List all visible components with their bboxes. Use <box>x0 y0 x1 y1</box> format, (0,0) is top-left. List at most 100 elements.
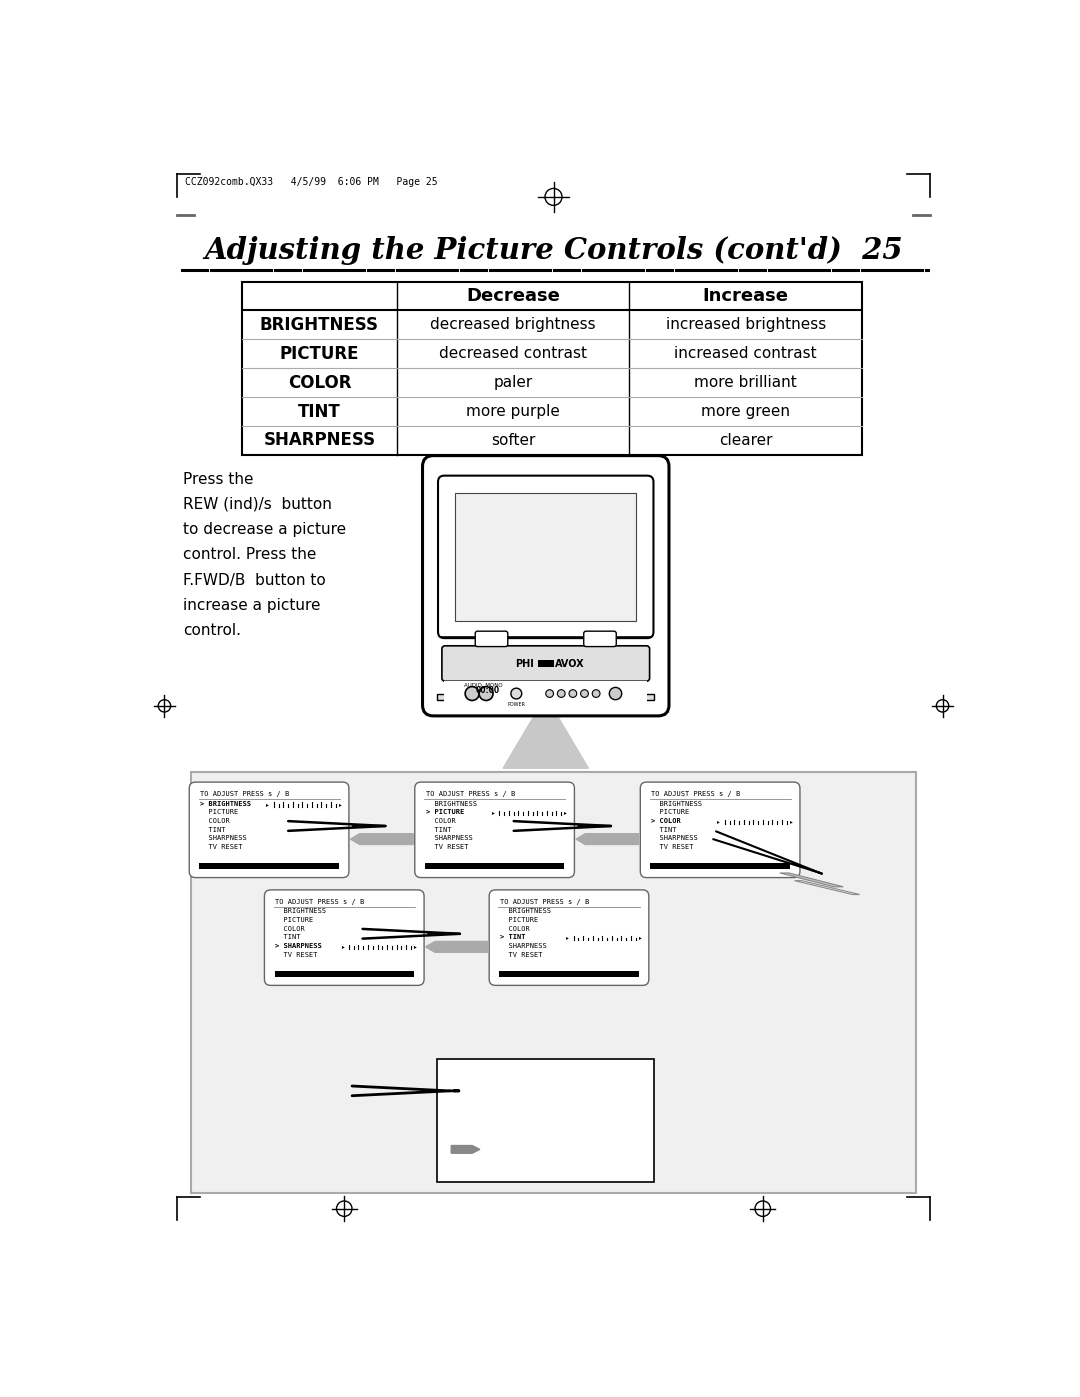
Text: TO ADJUST PRESS s / B: TO ADJUST PRESS s / B <box>426 791 515 798</box>
Text: TV RESET: TV RESET <box>275 951 318 957</box>
Bar <box>650 863 789 869</box>
Text: BRIGHTNESS: BRIGHTNESS <box>426 800 476 806</box>
Bar <box>437 694 654 700</box>
Text: TV RESET: TV RESET <box>200 844 243 849</box>
Circle shape <box>465 686 480 700</box>
Text: AVOX: AVOX <box>555 658 584 669</box>
Text: TINT: TINT <box>651 827 677 833</box>
Polygon shape <box>503 707 589 768</box>
Bar <box>191 773 916 1193</box>
Polygon shape <box>780 873 843 887</box>
Text: > BRIGHTNESS: > BRIGHTNESS <box>200 800 252 806</box>
Text: CCZ092comb.QX33   4/5/99  6:06 PM   Page 25: CCZ092comb.QX33 4/5/99 6:06 PM Page 25 <box>185 177 437 187</box>
FancyBboxPatch shape <box>415 782 575 877</box>
Circle shape <box>511 689 522 698</box>
Text: decreased contrast: decreased contrast <box>440 346 588 362</box>
Text: TINT: TINT <box>298 402 341 420</box>
Text: increased contrast: increased contrast <box>674 346 816 362</box>
Bar <box>723 819 789 824</box>
FancyBboxPatch shape <box>583 631 617 647</box>
Text: BRIGHTNESS: BRIGHTNESS <box>500 908 551 915</box>
Text: ▸: ▸ <box>341 944 345 949</box>
Bar <box>571 936 638 940</box>
Text: ▸: ▸ <box>566 936 569 940</box>
Text: TO ADJUST PRESS s / B: TO ADJUST PRESS s / B <box>500 900 590 905</box>
Circle shape <box>609 687 622 700</box>
Text: > PICTURE: > PICTURE <box>426 809 464 816</box>
Text: ▸: ▸ <box>267 802 269 806</box>
Bar <box>274 971 414 977</box>
Circle shape <box>569 690 577 697</box>
Text: Press the PLAY/s: Press the PLAY/s <box>488 1132 631 1147</box>
Text: PICTURE: PICTURE <box>500 916 538 923</box>
Text: TO ADJUST PRESS s / B: TO ADJUST PRESS s / B <box>651 791 741 798</box>
FancyBboxPatch shape <box>640 782 800 877</box>
Text: softer: softer <box>491 433 536 448</box>
Text: decreased brightness: decreased brightness <box>431 317 596 332</box>
Text: SHARPNESS: SHARPNESS <box>651 835 698 841</box>
Text: TV RESET: TV RESET <box>500 951 542 957</box>
Text: paler: paler <box>494 376 532 390</box>
Text: SHARPNESS: SHARPNESS <box>500 943 546 949</box>
Text: Increase: Increase <box>703 286 788 305</box>
Text: COLOR: COLOR <box>275 926 305 932</box>
Text: COLOR: COLOR <box>287 373 351 391</box>
Text: TV RESET: TV RESET <box>426 844 468 849</box>
Text: > SHARPNESS: > SHARPNESS <box>275 943 322 949</box>
FancyBboxPatch shape <box>189 782 349 877</box>
Bar <box>347 944 414 949</box>
Circle shape <box>581 690 589 697</box>
Text: COLOR: COLOR <box>200 817 230 824</box>
FancyBboxPatch shape <box>489 890 649 985</box>
Text: increased brightness: increased brightness <box>665 317 826 332</box>
Circle shape <box>557 690 565 697</box>
Text: PICTURE: PICTURE <box>280 345 360 363</box>
Text: BRIGHTNESS: BRIGHTNESS <box>275 908 326 915</box>
Text: COLOR: COLOR <box>500 926 530 932</box>
Text: SHARPNESS: SHARPNESS <box>200 835 247 841</box>
Text: TINT: TINT <box>426 827 451 833</box>
Text: ▸: ▸ <box>491 810 495 816</box>
Text: SHARPNESS: SHARPNESS <box>264 432 376 450</box>
Text: TV RESET: TV RESET <box>651 844 693 849</box>
FancyBboxPatch shape <box>265 890 424 985</box>
Text: TO ADJUST PRESS s / B: TO ADJUST PRESS s / B <box>275 900 365 905</box>
Text: PICTURE: PICTURE <box>200 809 239 816</box>
Text: Button: Button <box>488 1162 546 1176</box>
Text: more purple: more purple <box>467 404 561 419</box>
FancyBboxPatch shape <box>475 631 508 647</box>
Text: ▸: ▸ <box>717 819 720 824</box>
Circle shape <box>480 686 494 700</box>
FancyBboxPatch shape <box>442 645 649 682</box>
Circle shape <box>592 690 600 697</box>
Text: ▸: ▸ <box>638 936 642 940</box>
Bar <box>538 659 554 668</box>
Text: SHARPNESS: SHARPNESS <box>426 835 472 841</box>
Bar <box>424 863 565 869</box>
Text: PICTURE: PICTURE <box>275 916 313 923</box>
Text: BRIGHTNESS: BRIGHTNESS <box>651 800 702 806</box>
Bar <box>444 682 647 705</box>
Text: TINT: TINT <box>200 827 226 833</box>
Bar <box>455 493 636 622</box>
FancyArrow shape <box>426 942 488 953</box>
Text: more green: more green <box>701 404 791 419</box>
Text: AUDIO  MONO: AUDIO MONO <box>464 683 503 687</box>
Bar <box>271 802 338 806</box>
Text: 00:00: 00:00 <box>476 686 500 694</box>
Text: PHI: PHI <box>515 658 535 669</box>
Text: ▸: ▸ <box>414 944 417 949</box>
Text: clearer: clearer <box>719 433 772 448</box>
Text: TINT: TINT <box>275 935 300 940</box>
Text: BRIGHTNESS: BRIGHTNESS <box>260 316 379 334</box>
Text: ▸: ▸ <box>789 819 793 824</box>
Text: Adjusting the Picture Controls (cont'd)  25: Adjusting the Picture Controls (cont'd) … <box>204 236 903 265</box>
FancyBboxPatch shape <box>438 475 653 638</box>
Bar <box>242 282 862 455</box>
FancyArrow shape <box>451 1146 480 1154</box>
Text: Press the STOP/t: Press the STOP/t <box>488 1073 633 1088</box>
FancyArrow shape <box>576 834 638 844</box>
Bar <box>200 863 339 869</box>
Text: PICTURE: PICTURE <box>651 809 689 816</box>
Bar <box>497 810 564 816</box>
